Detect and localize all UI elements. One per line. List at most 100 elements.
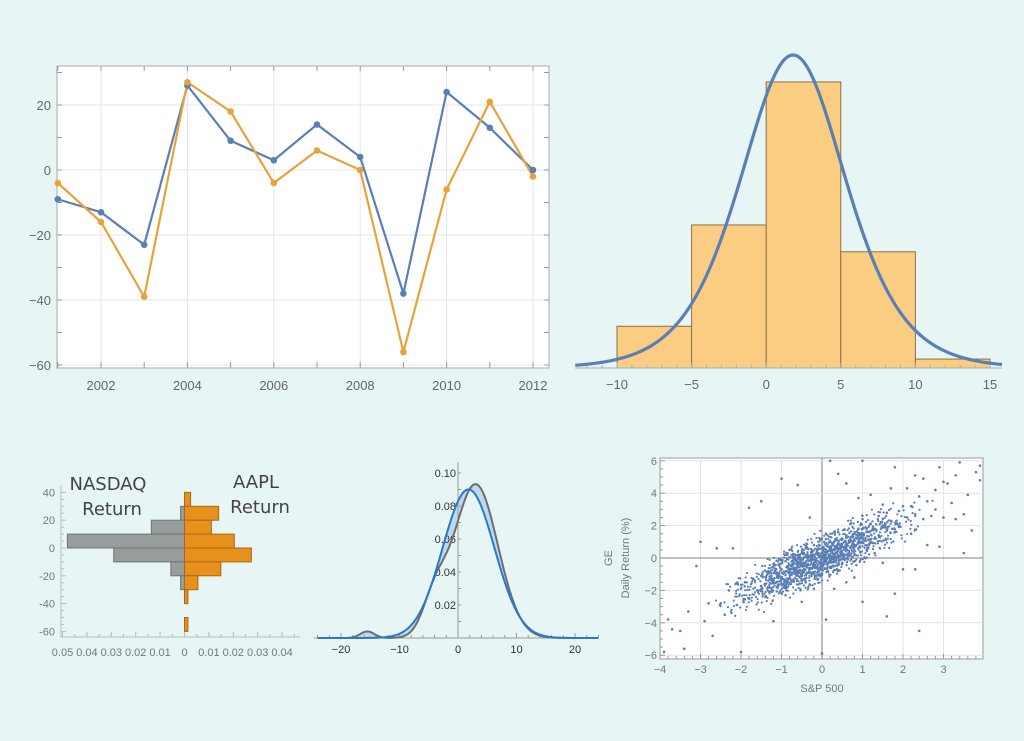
scatter-point xyxy=(782,550,786,553)
scatter-point xyxy=(756,601,759,604)
scatter-point xyxy=(807,585,810,588)
scatter-point xyxy=(882,511,885,514)
scatter-point xyxy=(791,549,794,553)
scatter-point xyxy=(800,565,803,568)
scatter-point xyxy=(838,533,841,536)
x-tick-label: 10 xyxy=(510,644,522,656)
scatter-point xyxy=(830,532,834,535)
scatter-point xyxy=(888,546,891,550)
x-tick-label: 0 xyxy=(455,644,461,656)
scatter-point xyxy=(839,543,842,546)
scatter-point xyxy=(862,532,865,535)
scatter-point xyxy=(792,552,795,555)
scatter-point xyxy=(872,545,875,548)
scatter-point xyxy=(966,493,970,497)
scatter-point xyxy=(824,544,828,547)
scatter-point xyxy=(882,517,885,520)
data-point-1 xyxy=(270,179,278,187)
scatter-point xyxy=(760,601,763,604)
scatter-point xyxy=(837,541,840,544)
scatter-point xyxy=(896,513,899,516)
scatter-point xyxy=(860,527,863,531)
scatter-point xyxy=(918,508,921,511)
scatter-point xyxy=(836,548,839,551)
x-axis-label: S&P 500 xyxy=(800,683,843,695)
scatter-point xyxy=(791,545,794,548)
scatter-point xyxy=(765,599,768,603)
data-point-0 xyxy=(400,290,407,297)
data-point-1 xyxy=(184,78,191,86)
scatter-point xyxy=(746,588,749,591)
data-point-0 xyxy=(356,153,364,161)
scatter-point xyxy=(769,567,772,570)
scatter-point xyxy=(874,542,877,545)
scatter-point xyxy=(828,559,831,562)
scatter-point xyxy=(780,584,783,587)
scatter-point xyxy=(743,581,747,584)
scatter-point xyxy=(867,531,871,534)
scatter-point xyxy=(841,528,844,532)
scatter-point xyxy=(773,582,776,585)
scatter-point xyxy=(838,555,842,559)
scatter-point xyxy=(853,576,856,579)
scatter-point xyxy=(881,561,885,565)
scatter-point xyxy=(780,580,783,583)
scatter-point xyxy=(804,555,808,558)
scatter-point xyxy=(762,610,766,613)
scatter-point xyxy=(766,589,769,592)
scatter-point xyxy=(867,525,870,528)
scatter-point xyxy=(850,521,853,525)
x-tick-label: 0 xyxy=(819,664,825,676)
scatter-point xyxy=(789,567,793,570)
scatter-point xyxy=(799,587,802,590)
scatter-point xyxy=(818,581,821,584)
scatter-point xyxy=(748,588,751,591)
scatter-point xyxy=(858,538,861,541)
scatter-point xyxy=(759,500,763,503)
scatter-point xyxy=(792,578,795,581)
scatter-point xyxy=(824,537,828,540)
scatter-point xyxy=(962,551,966,555)
scatter-point xyxy=(771,582,775,585)
scatter-point xyxy=(715,546,718,550)
scatter-point xyxy=(745,581,749,584)
scatter-point xyxy=(840,565,843,569)
scatter-point xyxy=(890,541,893,544)
scatter-point xyxy=(954,474,957,477)
y-tick-label: 40 xyxy=(43,487,55,499)
scatter-point xyxy=(774,572,777,575)
scatter-point xyxy=(888,525,891,528)
scatter-point xyxy=(869,522,872,525)
scatter-point xyxy=(780,591,783,594)
scatter-point xyxy=(777,562,781,566)
scatter-point xyxy=(777,580,780,583)
scatter-point xyxy=(772,556,776,559)
scatter-point xyxy=(770,590,773,593)
y-tick-label: 0 xyxy=(49,543,55,555)
scatter-point xyxy=(958,461,961,464)
scatter-point xyxy=(802,584,805,587)
x-tick-label: 0.02 xyxy=(125,647,146,659)
scatter-point xyxy=(869,533,872,536)
aapl-bar xyxy=(184,575,199,591)
scatter-point xyxy=(840,563,844,566)
scatter-point xyxy=(779,589,782,592)
scatter-point xyxy=(723,601,726,604)
scatter-point xyxy=(802,557,805,560)
scatter-point xyxy=(763,582,766,586)
scatter-point xyxy=(780,575,784,579)
scatter-point xyxy=(978,464,982,467)
scatter-point xyxy=(768,558,771,561)
y-axis-label-line2: Daily Return (%) xyxy=(620,518,632,599)
scatter-point xyxy=(856,529,859,532)
fit-curve xyxy=(575,53,1003,367)
scatter-point xyxy=(863,539,866,543)
scatter-point xyxy=(820,547,824,550)
scatter-point xyxy=(835,561,838,564)
scatter-point xyxy=(824,618,828,621)
scatter-point xyxy=(845,564,848,567)
scatter-point xyxy=(735,603,739,607)
scatter-point xyxy=(786,570,789,573)
scatter-point xyxy=(844,550,847,553)
scatter-point xyxy=(800,571,804,574)
